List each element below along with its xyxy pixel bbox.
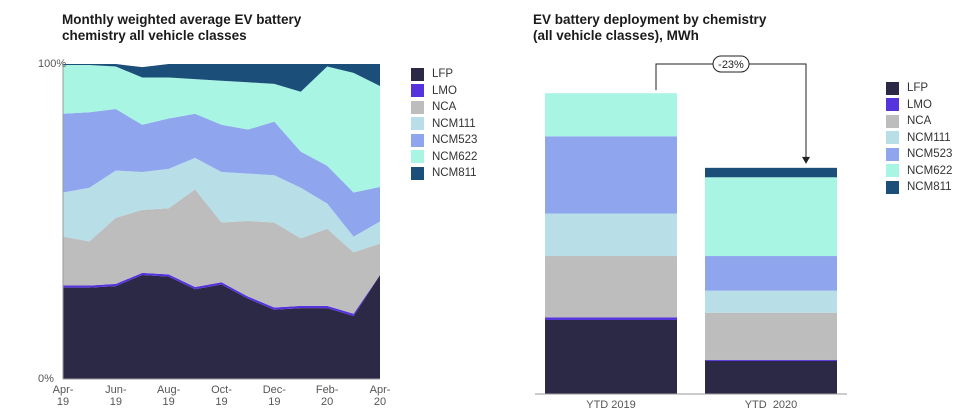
x-tick-ytd-2020: YTD 2020 bbox=[744, 399, 798, 411]
left-chart-title-line1: Monthly weighted average EV battery bbox=[62, 12, 302, 27]
y-tick-label-0: 0% bbox=[38, 373, 54, 385]
legend-label: LFP bbox=[907, 82, 929, 95]
bar-segment-ncm622 bbox=[545, 93, 677, 137]
bar-segment-ncm111 bbox=[705, 290, 837, 313]
legend-swatch bbox=[411, 133, 424, 147]
bar-segment-ncm622 bbox=[705, 177, 837, 257]
legend-item-lfp: LFP bbox=[886, 80, 952, 97]
left-chart-title-line2: chemistry all vehicle classes bbox=[62, 28, 247, 43]
x-tick-label-line2: 19 bbox=[215, 396, 228, 408]
legend-label: NCM811 bbox=[907, 181, 952, 194]
change-badge bbox=[712, 55, 750, 73]
area-ncm622 bbox=[63, 64, 380, 193]
legend-swatch bbox=[411, 150, 424, 164]
x-tick-label-line1: Aug- bbox=[157, 384, 181, 396]
right-chart-title: EV battery deployment by chemistry (all … bbox=[533, 12, 833, 44]
x-tick-label: Apr- 19 bbox=[43, 384, 83, 408]
legend-label: NCM523 bbox=[907, 148, 953, 161]
x-tick-label-line2: 20 bbox=[321, 396, 334, 408]
area-ncm523 bbox=[63, 109, 380, 237]
legend-label: NCM111 bbox=[432, 117, 476, 130]
legend-item-lfp: LFP bbox=[411, 66, 477, 83]
area-ncm111 bbox=[63, 157, 380, 253]
legend-swatch bbox=[886, 180, 899, 194]
legend-swatch bbox=[411, 67, 424, 81]
x-tick-label-line1: Apr- bbox=[369, 384, 391, 396]
x-tick-label-line2: 19 bbox=[56, 396, 70, 408]
bar-segment-lmo bbox=[705, 359, 837, 361]
x-tick-label-line2: 19 bbox=[109, 396, 122, 408]
x-tick-label: Jun- 19 bbox=[96, 384, 136, 408]
x-tick-label-line2: 19 bbox=[162, 396, 175, 408]
legend-label: LMO bbox=[432, 84, 457, 97]
right-chart-title-line1: EV battery deployment by chemistry bbox=[533, 12, 767, 27]
right-legend: LFP LMO NCA NCM111 NCM523 NCM622 NCM811 bbox=[886, 80, 952, 196]
x-tick-label: Apr- 20 bbox=[360, 384, 400, 408]
x-tick-label-line1: Oct- bbox=[211, 384, 232, 396]
x-tick-label: Oct- 19 bbox=[202, 384, 242, 408]
legend-item-lmo: LMO bbox=[411, 83, 477, 100]
bar-segment-ncm811 bbox=[705, 167, 837, 178]
legend-swatch bbox=[411, 84, 424, 98]
bar-segment-ncm111 bbox=[545, 213, 677, 257]
legend-swatch bbox=[411, 100, 424, 114]
legend-label: LMO bbox=[907, 98, 932, 111]
change-label: -23% bbox=[718, 59, 744, 71]
legend-label: NCM811 bbox=[432, 167, 477, 180]
bar-segment-nca bbox=[545, 256, 677, 318]
x-tick-label-line1: Dec- bbox=[262, 384, 286, 396]
left-legend: LFP LMO NCA NCM111 NCM523 NCM622 NCM811 bbox=[411, 66, 477, 182]
legend-label: NCM111 bbox=[907, 131, 951, 144]
legend-item-ncm523: NCM523 bbox=[411, 132, 477, 149]
legend-item-ncm811: NCM811 bbox=[886, 179, 952, 196]
bar-segment-lfp bbox=[545, 319, 677, 394]
x-tick-label: Dec- 19 bbox=[254, 384, 294, 408]
change-bracket bbox=[655, 63, 807, 158]
x-tick-ytd-2019: YTD 2019 bbox=[586, 399, 636, 411]
legend-item-ncm111: NCM111 bbox=[411, 116, 477, 133]
legend-swatch bbox=[886, 147, 899, 161]
legend-swatch bbox=[886, 98, 899, 112]
x-tick-label-line1: Feb- bbox=[315, 384, 339, 396]
legend-swatch bbox=[886, 81, 899, 95]
legend-label: NCM622 bbox=[907, 164, 953, 177]
right-chart-title-line2: (all vehicle classes), MWh bbox=[533, 28, 699, 43]
legend-item-ncm622: NCM622 bbox=[411, 149, 477, 166]
bar-segment-ncm523 bbox=[545, 136, 677, 214]
legend-swatch bbox=[411, 117, 424, 131]
legend-swatch bbox=[886, 164, 899, 178]
legend-item-nca: NCA bbox=[886, 113, 952, 130]
change-arrowhead bbox=[802, 156, 810, 164]
bar-segment-ncm523 bbox=[705, 256, 837, 291]
legend-label: NCA bbox=[432, 101, 457, 114]
bar-segment-lmo bbox=[545, 317, 677, 320]
legend-label: LFP bbox=[432, 68, 454, 81]
bar-segment-nca bbox=[705, 312, 837, 360]
legend-label: NCM622 bbox=[432, 150, 478, 163]
x-tick-label: Feb- 20 bbox=[307, 384, 347, 408]
legend-item-lmo: LMO bbox=[886, 97, 952, 114]
legend-item-nca: NCA bbox=[411, 99, 477, 116]
legend-swatch bbox=[886, 114, 899, 128]
legend-item-ncm111: NCM111 bbox=[886, 130, 952, 147]
legend-swatch bbox=[411, 166, 424, 180]
legend-item-ncm622: NCM622 bbox=[886, 163, 952, 180]
x-tick-label-line2: 19 bbox=[268, 396, 281, 408]
area-nca bbox=[63, 189, 380, 314]
x-tick-label: Aug- 19 bbox=[149, 384, 189, 408]
legend-item-ncm811: NCM811 bbox=[411, 165, 477, 182]
area-ncm811 bbox=[63, 64, 380, 92]
legend-label: NCM523 bbox=[432, 134, 478, 147]
legend-item-ncm523: NCM523 bbox=[886, 146, 952, 163]
legend-label: NCA bbox=[907, 115, 932, 128]
area-lfp bbox=[63, 275, 380, 379]
x-tick-label-line1: Apr- bbox=[52, 384, 74, 396]
y-tick-label-100: 100% bbox=[38, 58, 67, 70]
legend-swatch bbox=[886, 131, 899, 145]
x-tick-label-line1: Jun- bbox=[105, 384, 127, 396]
x-tick-label-line2: 20 bbox=[373, 396, 387, 408]
bar-segment-lfp bbox=[705, 360, 837, 394]
left-chart-title: Monthly weighted average EV battery chem… bbox=[62, 12, 392, 44]
